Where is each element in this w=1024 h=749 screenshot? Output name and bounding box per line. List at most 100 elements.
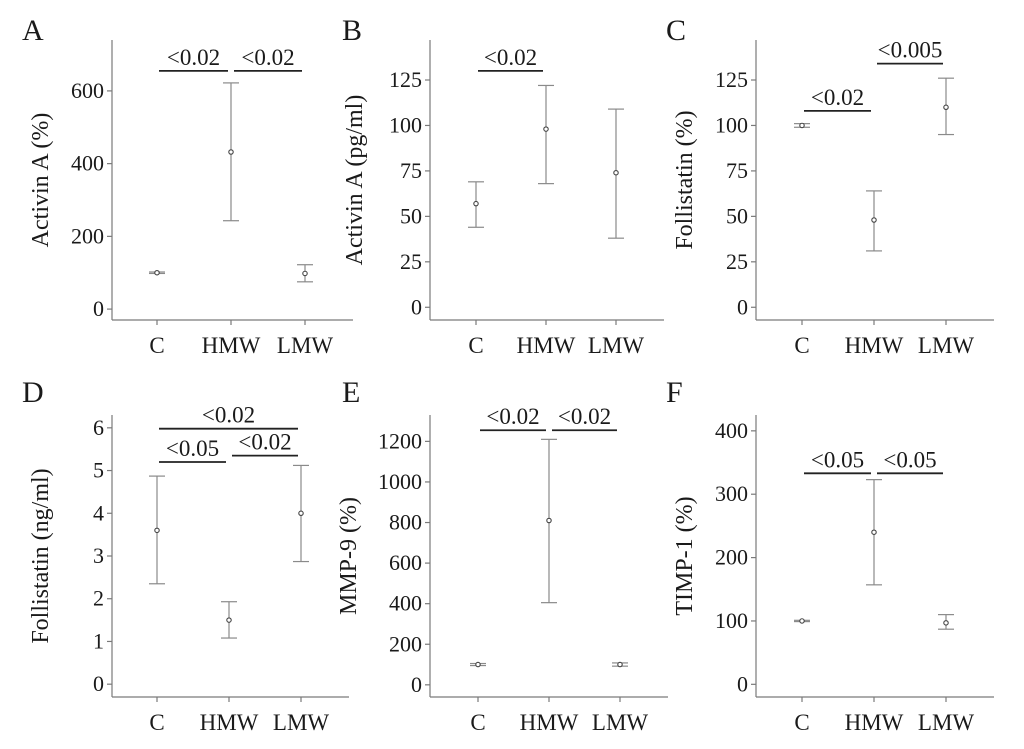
y-tick-label: 25: [726, 249, 748, 274]
mean-point: [613, 169, 619, 176]
x-tick-label: C: [149, 710, 164, 735]
y-tick-label: 75: [726, 158, 748, 183]
y-tick-label: 0: [737, 671, 748, 696]
y-axis-title: Activin A (%): [28, 113, 54, 248]
panel-e: E 0 200 400 600 800 1000 1200 C HMW LMW MMP-9 (%) <0…: [336, 376, 668, 735]
mean-point: [543, 126, 549, 132]
x-tick-label: C: [149, 333, 164, 358]
y-tick-label: 800: [389, 510, 422, 535]
significance-label: <0.02: [811, 85, 864, 110]
y-tick-label: 1200: [378, 428, 422, 453]
y-tick-label: 300: [715, 481, 748, 506]
y-axis-title: Follistatin (%): [672, 110, 698, 249]
y-tick-label: 125: [715, 67, 748, 92]
x-tick-label: HMW: [845, 333, 904, 358]
y-tick-label: 100: [715, 112, 748, 137]
y-tick-label: 0: [737, 294, 748, 319]
mean-point: [943, 620, 949, 626]
panel-letter: A: [22, 14, 44, 47]
x-tick-label: C: [794, 710, 809, 735]
significance-label: <0.02: [486, 404, 539, 429]
y-tick-label: 0: [411, 294, 422, 319]
significance-label: <0.05: [811, 447, 864, 472]
panel-letter: F: [666, 376, 683, 409]
y-tick-label: 600: [389, 550, 422, 575]
panel-letter: B: [342, 14, 362, 47]
x-tick-label: C: [470, 710, 485, 735]
mean-point: [154, 527, 160, 534]
x-tick-label: HMW: [202, 333, 261, 358]
significance-label: <0.02: [238, 430, 291, 455]
mean-point: [154, 269, 160, 276]
y-tick-label: 0: [93, 671, 104, 696]
mean-point: [943, 104, 949, 111]
x-tick-label: C: [794, 333, 809, 358]
x-tick-label: LMW: [588, 333, 645, 358]
significance-label: <0.02: [202, 403, 255, 428]
y-tick-label: 400: [71, 151, 104, 176]
y-tick-label: 6: [93, 415, 104, 440]
y-tick-label: 125: [389, 67, 422, 92]
mean-point: [799, 122, 805, 129]
mean-point: [226, 617, 232, 623]
y-tick-label: 1000: [378, 469, 422, 494]
mean-point: [298, 510, 304, 517]
significance-label: <0.05: [883, 447, 936, 472]
y-tick-label: 3: [93, 543, 104, 568]
panel-f: F 0 100 200 300 400 C HMW LMW TIMP-1 (%) <0.05 <0.0…: [666, 376, 994, 735]
y-tick-label: 50: [726, 203, 748, 228]
panel-letter: C: [666, 14, 686, 47]
x-tick-label: C: [468, 333, 483, 358]
x-tick-label: LMW: [273, 710, 330, 735]
mean-point: [228, 149, 234, 155]
significance-label: <0.02: [241, 45, 294, 70]
y-tick-label: 5: [93, 458, 104, 483]
x-tick-label: LMW: [918, 333, 975, 358]
significance-label: <0.005: [878, 38, 943, 63]
y-axis-title: Activin A (pg/ml): [342, 95, 368, 266]
y-tick-label: 1: [93, 628, 104, 653]
y-tick-label: 400: [715, 418, 748, 443]
mean-point: [871, 529, 877, 535]
y-axis-title: Follistatin (ng/ml): [28, 468, 54, 643]
significance-label: <0.02: [167, 45, 220, 70]
mean-point: [475, 661, 481, 668]
y-tick-label: 0: [93, 296, 104, 321]
panel-letter: E: [342, 376, 360, 409]
x-tick-label: HMW: [200, 710, 259, 735]
y-tick-label: 2: [93, 586, 104, 611]
panel-c: C 0 25 50 75 100 125 C HMW LMW Follistatin (%) <0.0…: [666, 14, 994, 358]
x-tick-label: LMW: [592, 710, 649, 735]
y-tick-label: 25: [400, 249, 422, 274]
mean-point: [871, 217, 877, 223]
y-tick-label: 400: [389, 591, 422, 616]
panel-a: A 0 200 400 600 C HMW LMW Activin A (%) <0.02 <0.0…: [22, 14, 353, 358]
y-tick-label: 200: [715, 545, 748, 570]
x-tick-label: HMW: [845, 710, 904, 735]
mean-point: [473, 200, 479, 207]
y-axis-title: TIMP-1 (%): [672, 496, 698, 615]
mean-point: [617, 661, 623, 668]
significance-label: <0.05: [166, 436, 219, 461]
mean-point: [546, 517, 552, 524]
panel-b: B 0 25 50 75 100 125 C HMW LMW Activin A (pg/ml) <0…: [342, 14, 664, 358]
x-tick-label: HMW: [520, 710, 579, 735]
y-tick-label: 4: [93, 500, 104, 525]
significance-label: <0.02: [558, 404, 611, 429]
x-tick-label: HMW: [517, 333, 576, 358]
y-tick-label: 0: [411, 672, 422, 697]
mean-point: [799, 618, 805, 624]
significance-label: <0.02: [484, 45, 537, 70]
mean-point: [302, 270, 308, 277]
x-tick-label: LMW: [918, 710, 975, 735]
y-tick-label: 200: [389, 631, 422, 656]
panel-letter: D: [22, 376, 44, 409]
y-tick-label: 600: [71, 78, 104, 103]
y-tick-label: 100: [715, 608, 748, 633]
y-tick-label: 50: [400, 203, 422, 228]
panel-d: D 0 1 2 3 4 5 6 C HMW LMW Follistatin (ng/ml) <0.05 <…: [22, 376, 349, 735]
y-tick-label: 75: [400, 158, 422, 183]
y-tick-label: 100: [389, 112, 422, 137]
y-axis-title: MMP-9 (%): [336, 497, 362, 615]
